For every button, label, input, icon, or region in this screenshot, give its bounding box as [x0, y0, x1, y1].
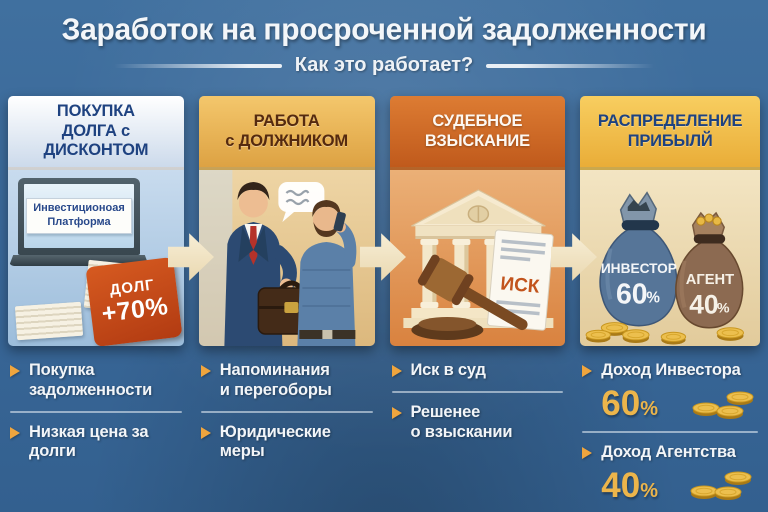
step-3-title: СУДЕБНОЕ ВЗЫСКАНИЕ [389, 96, 566, 170]
bullet-arrow-icon [10, 426, 20, 439]
list-item: Решенее о взыскании [391, 403, 564, 443]
svg-text:%: % [717, 300, 730, 316]
negotiation-scene [198, 170, 357, 346]
agent-bag-label: АГЕНТ [686, 272, 734, 288]
page-subtitle: Как это работает? [294, 54, 474, 76]
step-4-title: РАСПРЕДЕЛЕНИЕ ПРИБЫЛЙ [580, 96, 760, 170]
businessman-figure [224, 182, 325, 346]
profit-split-scene: ИНВЕСТОР 60 % [585, 191, 745, 345]
step-3-bullets: Иск в суд Решенее о взыскании [390, 361, 566, 442]
list-item: Напоминания и перегоборы [200, 361, 373, 401]
investment-platform-sign: Инвестиционоая Платформа [26, 198, 132, 234]
speech-bubble [278, 182, 325, 222]
list-item: Низкая цена за долги [10, 423, 182, 463]
bullet-arrow-icon [582, 446, 593, 459]
bullet-arrow-icon [10, 365, 20, 377]
step-column-1: ПОКУПКА ДОЛГА с ДИСКОНТОМ Инвестиционоая… [8, 96, 184, 503]
step-column-2: РАБОТА с ДОЛЖНИКОМ [198, 96, 375, 503]
step-2-illustration [198, 170, 375, 346]
investor-money-bag: ИНВЕСТОР 60 % [599, 191, 678, 327]
lawsuit-document: ИСК [486, 229, 554, 331]
step-1-bullets: Покупка задолженности Низкая цена за дол… [8, 361, 184, 462]
bullet-divider [391, 390, 564, 393]
subtitle-rule-right [486, 63, 655, 68]
step-4-bullets: Доход Инвестора 60% Доход Агентства [580, 361, 760, 503]
step-card-3: СУДЕБНОЕ ВЗЫСКАНИЕ [389, 96, 566, 346]
list-item: Юридические меры [200, 423, 373, 463]
lawsuit-label: ИСК [499, 273, 540, 297]
bullet-arrow-icon [200, 426, 211, 439]
bullet-divider [200, 410, 373, 413]
agent-bag-percent: 40 [689, 290, 718, 320]
step-4-illustration: ИНВЕСТОР 60 % [580, 170, 760, 346]
step-card-1: ПОКУПКА ДОЛГА с ДИСКОНТОМ Инвестиционоая… [8, 96, 184, 346]
step-column-3: СУДЕБНОЕ ВЗЫСКАНИЕ [389, 96, 566, 503]
bullet-divider [582, 430, 758, 433]
bullet-divider [10, 410, 182, 413]
agent-share-percent: 40% [601, 465, 658, 505]
step-3-illustration: ИСК [389, 170, 566, 346]
step-column-4: РАСПРЕДЕЛЕНИЕ ПРИБЫЛЙ ИНВЕСТОР 60 % [580, 96, 760, 503]
investor-share-row: 60% [601, 383, 758, 421]
debtor-head [312, 206, 340, 234]
businessman-head [238, 188, 268, 218]
list-item: Иск в суд [391, 361, 564, 381]
bullet-arrow-icon [391, 365, 402, 377]
laptop: Инвестиционоая Платформа [9, 178, 149, 266]
debtor-figure [297, 200, 357, 346]
laptop-keyboard [9, 255, 149, 266]
step-1-title: ПОКУПКА ДОЛГА с ДИСКОНТОМ [8, 96, 184, 170]
subtitle-row: Как это работает? [0, 54, 768, 77]
bullet-arrow-icon [582, 365, 593, 377]
laptop-screen: Инвестиционоая Платформа [18, 178, 140, 255]
bullet-arrow-icon [391, 406, 402, 419]
court-scene: ИСК [402, 189, 554, 340]
steps-grid: ПОКУПКА ДОЛГА с ДИСКОНТОМ Инвестиционоая… [8, 96, 760, 503]
gold-coins [585, 322, 745, 345]
coins-icon [692, 391, 754, 419]
list-item: Доход Агентства [582, 443, 758, 463]
list-item: Доход Инвестора [582, 361, 758, 381]
paper-stack-small [14, 301, 84, 341]
subtitle-rule-left [113, 63, 282, 68]
investor-bag-label: ИНВЕСТОР [601, 261, 677, 276]
step-2-bullets: Напоминания и перегоборы Юридические мер… [199, 361, 375, 462]
phone-icon [333, 211, 346, 232]
agent-money-bag: АГЕНТ 40 % [675, 211, 744, 329]
gavel-icon [410, 254, 528, 340]
svg-text:%: % [647, 289, 661, 306]
step-card-2: РАБОТА с ДОЛЖНИКОМ [198, 96, 375, 346]
bullet-arrow-icon [200, 365, 211, 377]
page-title: Заработок на просроченной задолженности [61, 12, 707, 47]
coins-icon [690, 471, 752, 500]
agent-share-row: 40% [601, 465, 758, 503]
step-2-title: РАБОТА с ДОЛЖНИКОМ [198, 96, 375, 170]
list-item: Покупка задолженности [10, 361, 182, 401]
investor-bag-percent: 60 [616, 278, 648, 310]
step-1-illustration: Инвестиционоая Платформа ДОЛГ +70% [8, 170, 184, 346]
step-card-4: РАСПРЕДЕЛЕНИЕ ПРИБЫЛЙ ИНВЕСТОР 60 % [580, 96, 760, 346]
investor-share-percent: 60% [601, 383, 658, 423]
debt-discount-tag: ДОЛГ +70% [85, 256, 183, 346]
